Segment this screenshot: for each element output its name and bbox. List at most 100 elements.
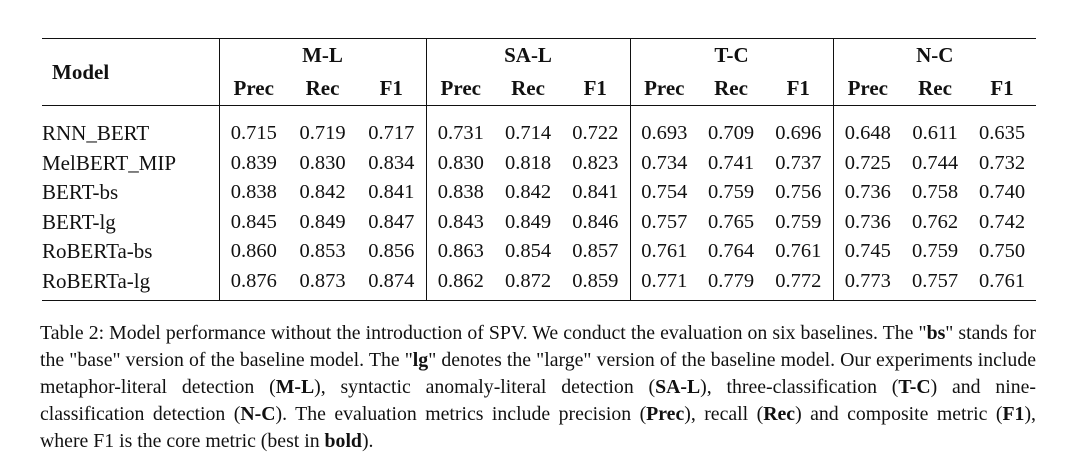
value-cell: 0.853 bbox=[299, 240, 346, 263]
value-cell: 0.874 bbox=[357, 266, 427, 301]
model-name-cell: BERT-lg bbox=[42, 209, 116, 234]
caption-bold-term: bs bbox=[926, 322, 946, 344]
table-row: RNN_BERT 0.715 0.719 0.717 0.731 0.714 0.722 0.… bbox=[42, 105, 1036, 149]
value-cell: 0.765 bbox=[707, 210, 755, 233]
value-cell: 0.761 bbox=[629, 237, 699, 267]
value-cell: 0.862 bbox=[425, 266, 496, 301]
value-cell: 0.732 bbox=[978, 151, 1026, 174]
value-cell: 0.750 bbox=[978, 240, 1026, 263]
results-table-container: Model M-L SA-L T-C N-C Prec Rec F1 Prec Rec F… bbox=[42, 38, 1037, 301]
value-cell: 0.759 bbox=[707, 181, 755, 204]
caption-bold-term: Rec bbox=[763, 403, 796, 425]
table-caption: Table 2: Model performance without the i… bbox=[40, 320, 1036, 455]
caption-text: ), recall ( bbox=[684, 403, 764, 425]
value-cell: 0.838 bbox=[218, 178, 288, 208]
metric-header-prec: Prec bbox=[425, 72, 496, 106]
value-cell: 0.863 bbox=[425, 237, 496, 267]
model-name-cell: RoBERTa-lg bbox=[42, 266, 219, 301]
results-table-body: RNN_BERT 0.715 0.719 0.717 0.731 0.714 0.722 0.… bbox=[42, 105, 1037, 301]
caption-text: ) and composite metric ( bbox=[795, 403, 1003, 425]
metric-header-rec: Rec bbox=[698, 72, 765, 106]
value-cell: 0.841 bbox=[368, 181, 415, 204]
metric-header-rec: Rec bbox=[288, 72, 357, 106]
value-cell: 0.762 bbox=[911, 210, 959, 233]
value-cell: 0.859 bbox=[561, 266, 631, 301]
value-cell: 0.830 bbox=[299, 151, 346, 174]
value-cell: 0.714 bbox=[504, 122, 552, 145]
value-cell: 0.759 bbox=[911, 240, 959, 263]
caption-bold-term: Prec bbox=[646, 403, 685, 425]
table-row: RoBERTa-lg 0.876 0.873 0.874 0.862 0.872 0.859… bbox=[42, 266, 1037, 301]
value-cell: 0.745 bbox=[832, 237, 903, 267]
table-row: BERT-bs 0.838 0.842 0.841 0.838 0.842 0.841 0.7… bbox=[42, 178, 1036, 208]
value-cell: 0.854 bbox=[504, 240, 552, 263]
caption-bold-term: M-L bbox=[275, 376, 315, 398]
value-cell: 0.860 bbox=[218, 237, 288, 267]
caption-text: ), syntactic anomaly-literal detection ( bbox=[314, 376, 656, 398]
model-name-cell: MelBERT_MIP bbox=[42, 150, 177, 175]
metric-header-prec: Prec bbox=[218, 72, 288, 106]
value-cell: 0.872 bbox=[495, 266, 562, 301]
caption-bold-term: F1 bbox=[1002, 403, 1025, 425]
value-cell: 0.772 bbox=[764, 266, 834, 301]
value-cell: 0.725 bbox=[832, 148, 903, 178]
value-cell: 0.731 bbox=[425, 105, 496, 149]
value-cell: 0.771 bbox=[629, 266, 699, 301]
caption-text: ), three-classification ( bbox=[700, 376, 899, 398]
table-row: BERT-lg 0.845 0.849 0.847 0.843 0.849 0.846 0.7… bbox=[42, 207, 1036, 237]
value-cell: 0.744 bbox=[911, 151, 959, 174]
value-cell: 0.857 bbox=[572, 240, 619, 263]
value-cell: 0.849 bbox=[504, 210, 552, 233]
metric-header-f1: F1 bbox=[357, 72, 427, 106]
value-cell: 0.759 bbox=[775, 210, 822, 233]
caption-text: ) and nine-classification detection ( bbox=[40, 376, 1037, 425]
value-cell: 0.741 bbox=[707, 151, 755, 174]
value-cell: 0.693 bbox=[629, 105, 699, 149]
value-cell: 0.635 bbox=[978, 122, 1026, 145]
value-cell: 0.696 bbox=[775, 122, 822, 145]
group-header-ml: M-L bbox=[218, 38, 427, 72]
caption-text: ), where F1 is the core metric (best in bbox=[40, 403, 1036, 452]
table-row: RoBERTa-bs 0.860 0.853 0.856 0.863 0.854 0.857… bbox=[42, 237, 1036, 267]
value-cell: 0.842 bbox=[504, 181, 552, 204]
value-cell: 0.873 bbox=[288, 266, 357, 301]
value-cell: 0.740 bbox=[978, 181, 1026, 204]
model-name-cell: RoBERTa-bs bbox=[42, 239, 153, 264]
value-cell: 0.839 bbox=[218, 148, 288, 178]
caption-bold-term: SA-L bbox=[655, 376, 701, 398]
value-cell: 0.719 bbox=[299, 122, 346, 145]
caption-text: " stands for the "base" version of the b… bbox=[40, 322, 1036, 371]
value-cell: 0.736 bbox=[832, 207, 903, 237]
value-cell: 0.734 bbox=[629, 148, 699, 178]
value-cell: 0.722 bbox=[572, 122, 619, 145]
value-cell: 0.757 bbox=[629, 207, 699, 237]
caption-bold-term: bold bbox=[324, 430, 362, 452]
value-cell: 0.758 bbox=[911, 181, 959, 204]
value-cell: 0.756 bbox=[775, 181, 822, 204]
caption-label: Table 2: bbox=[40, 322, 105, 344]
value-cell: 0.842 bbox=[299, 181, 346, 204]
value-cell: 0.648 bbox=[832, 105, 903, 149]
value-cell: 0.823 bbox=[572, 151, 619, 174]
metric-header-row: Prec Rec F1 Prec Rec F1 Prec Rec F1 Prec Rec F1 bbox=[42, 72, 1037, 106]
caption-bold-term: N-C bbox=[240, 403, 276, 425]
group-header-tc: T-C bbox=[629, 38, 834, 72]
metric-header-prec: Prec bbox=[832, 72, 903, 106]
model-name-cell: BERT-bs bbox=[42, 180, 119, 205]
value-cell: 0.830 bbox=[425, 148, 496, 178]
value-cell: 0.709 bbox=[707, 122, 755, 145]
metric-header-f1: F1 bbox=[561, 72, 631, 106]
value-cell: 0.845 bbox=[218, 207, 288, 237]
value-cell: 0.737 bbox=[775, 151, 822, 174]
value-cell: 0.736 bbox=[832, 178, 903, 208]
value-cell: 0.761 bbox=[775, 240, 822, 263]
caption-bold-term: T-C bbox=[898, 376, 931, 398]
metric-header-f1: F1 bbox=[764, 72, 834, 106]
caption-text: ). bbox=[361, 430, 374, 452]
caption-bold-term: lg bbox=[412, 349, 429, 371]
model-name-cell: RNN_BERT bbox=[42, 121, 150, 146]
table-row: MelBERT_MIP 0.839 0.830 0.834 0.830 0.818 0.82… bbox=[42, 148, 1036, 178]
value-cell: 0.834 bbox=[368, 151, 415, 174]
value-cell: 0.742 bbox=[978, 210, 1026, 233]
value-cell: 0.856 bbox=[368, 240, 415, 263]
